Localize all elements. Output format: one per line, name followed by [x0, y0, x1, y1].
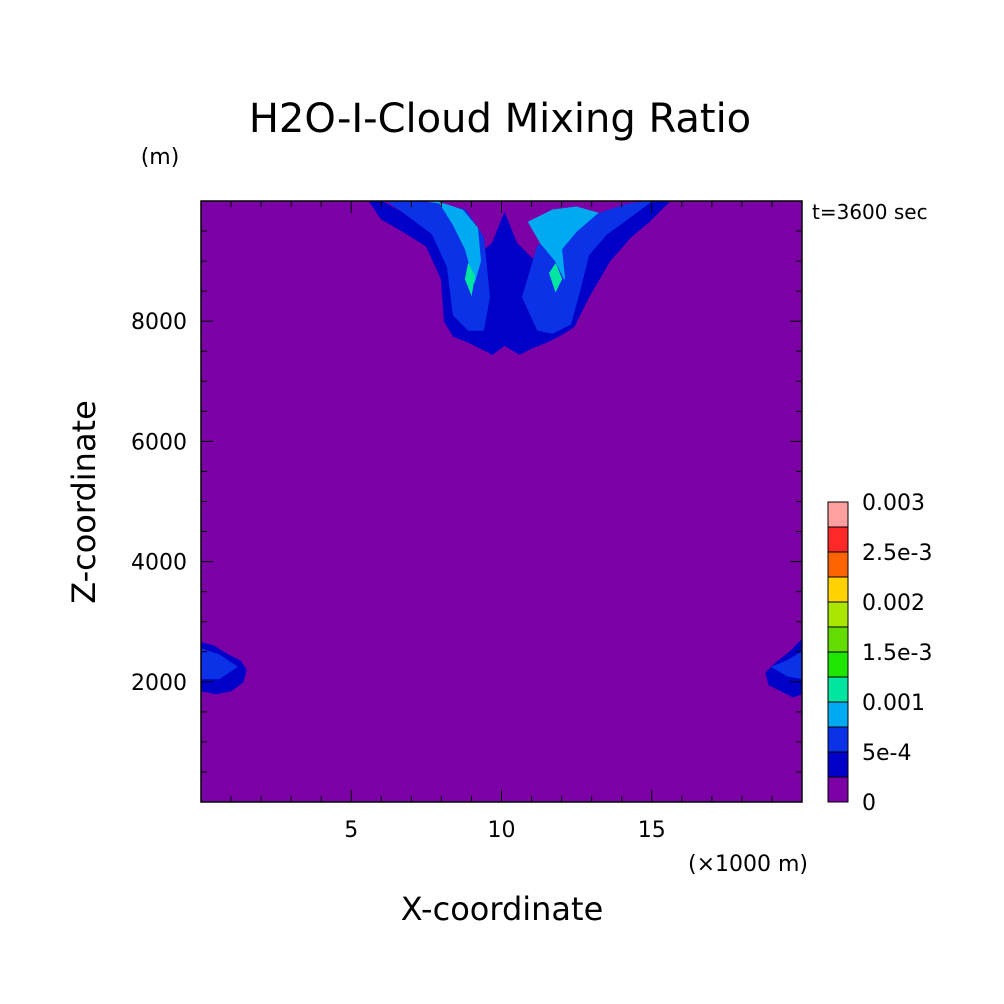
colorbar-segment	[827, 601, 849, 628]
tick-layer	[201, 201, 802, 802]
y-unit-label: (m)	[141, 145, 180, 170]
colorbar-segment	[827, 551, 849, 578]
x-axis-label: X-coordinate	[401, 890, 604, 928]
y-tick-label: 2000	[131, 671, 187, 696]
time-label: t=3600 sec	[812, 200, 928, 224]
colorbar-segment	[827, 701, 849, 728]
colorbar-labels: 0 5e-4 0.001 1.5e-3 0.002 2.5e-3 0.003	[862, 491, 932, 816]
y-tick-label: 6000	[131, 430, 187, 455]
colorbar-label: 0.001	[862, 691, 925, 716]
colorbar-label: 5e-4	[862, 741, 911, 766]
colorbar-segment	[827, 576, 849, 603]
x-tick-label: 15	[638, 818, 666, 843]
colorbar-segment	[827, 751, 849, 778]
colorbar-segment	[827, 501, 849, 528]
plot-area	[200, 200, 803, 803]
x-tick-label: 5	[344, 818, 358, 843]
contour-region-level-3	[527, 206, 599, 280]
x-unit-label: (×1000 m)	[688, 852, 808, 877]
colorbar-segment	[827, 526, 849, 553]
colorbar-label: 0.002	[862, 591, 925, 616]
contour-region-level-4	[464, 262, 476, 297]
colorbar-segment	[827, 651, 849, 678]
y-tick-labels: 2000 4000 6000 8000	[131, 310, 187, 696]
contour-region-level-4	[549, 263, 563, 293]
colorbar-label: 0	[862, 791, 876, 816]
colorbar-label: 2.5e-3	[862, 541, 932, 566]
y-tick-label: 4000	[131, 551, 187, 576]
chart-title: H2O-I-Cloud Mixing Ratio	[249, 96, 751, 142]
x-tick-labels: 5 10 15	[344, 818, 666, 843]
x-tick-label: 10	[488, 818, 516, 843]
colorbar-segment	[827, 776, 849, 803]
colorbar-label: 1.5e-3	[862, 641, 932, 666]
y-tick-label: 8000	[131, 310, 187, 335]
contour-layer	[200, 200, 803, 698]
y-axis-label: Z-coordinate	[65, 400, 103, 604]
colorbar-segment	[827, 626, 849, 653]
contour-region-level-3	[426, 200, 482, 284]
colorbar-segment	[827, 676, 849, 703]
colorbar-label: 0.003	[862, 491, 925, 516]
colorbar-segment	[827, 726, 849, 753]
colorbar	[827, 501, 849, 803]
